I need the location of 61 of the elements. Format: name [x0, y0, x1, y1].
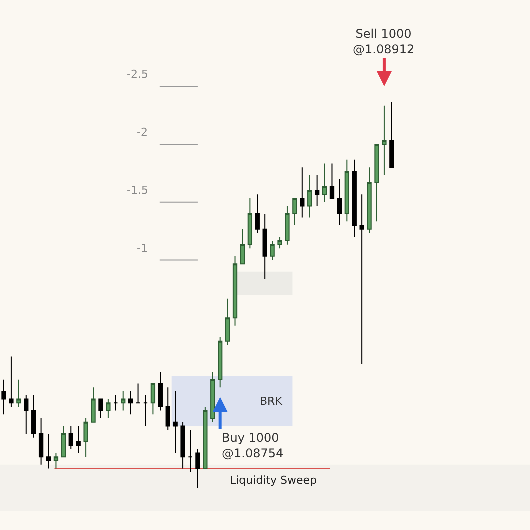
candlestick [68, 426, 74, 450]
candlestick [128, 391, 134, 416]
candlestick [278, 236, 282, 250]
candlestick [166, 387, 170, 431]
candlestick [9, 356, 14, 408]
annotation: -1.5 [127, 184, 148, 197]
candlestick [180, 422, 186, 470]
candlestick [61, 426, 66, 458]
candlestick [360, 194, 364, 365]
candlestick [188, 430, 193, 474]
candlestick [46, 433, 52, 470]
candlestick [285, 206, 290, 246]
candlestick [150, 383, 156, 416]
candlestick [232, 256, 238, 326]
candlestick [330, 163, 335, 199]
candlestick [248, 198, 253, 250]
candlestick [374, 144, 380, 222]
candlestick [54, 452, 59, 470]
candlestick [225, 298, 230, 346]
candlestick [38, 418, 44, 466]
candlestick [114, 394, 118, 412]
candlestick [382, 105, 387, 176]
annotation: Buy 1000 @1.08754 [222, 431, 284, 461]
candlestick [24, 394, 29, 434]
candlestick [136, 383, 141, 404]
candlestick [84, 418, 88, 458]
candlestick [322, 163, 328, 203]
annotation: -2 [137, 126, 148, 139]
candlestick [344, 159, 350, 222]
candlestick [314, 174, 320, 207]
candlestick [121, 391, 126, 412]
candlestick [262, 213, 268, 280]
candlestick [173, 391, 178, 454]
candlestick [203, 406, 208, 470]
candlestick [390, 102, 394, 168]
candlestick [106, 398, 111, 420]
candlestick [16, 379, 22, 408]
candlestick [308, 174, 312, 218]
annotation: -1 [137, 242, 148, 255]
candlestick [300, 167, 305, 218]
candlestick [218, 336, 223, 388]
candlestick [352, 159, 357, 238]
candlestick [196, 448, 200, 488]
candlestick [98, 398, 104, 420]
candlestick [158, 372, 163, 412]
text: -2.5 [127, 68, 148, 81]
ref-line-label: Liquidity Sweep [230, 474, 318, 487]
candlestick [367, 167, 372, 234]
candlestick [91, 387, 96, 423]
candlestick [2, 379, 6, 416]
candlestick [143, 394, 148, 427]
candlestick [240, 228, 246, 265]
text: Sell 1000 @1.08912 [353, 27, 415, 57]
candlestick [255, 194, 260, 234]
candlestick [32, 394, 36, 438]
candlestick [337, 178, 342, 226]
candlestick [210, 372, 216, 423]
candlestick [76, 426, 81, 454]
band-label: BRK [260, 395, 284, 408]
candlestick [270, 240, 275, 261]
candlestick [292, 198, 298, 226]
